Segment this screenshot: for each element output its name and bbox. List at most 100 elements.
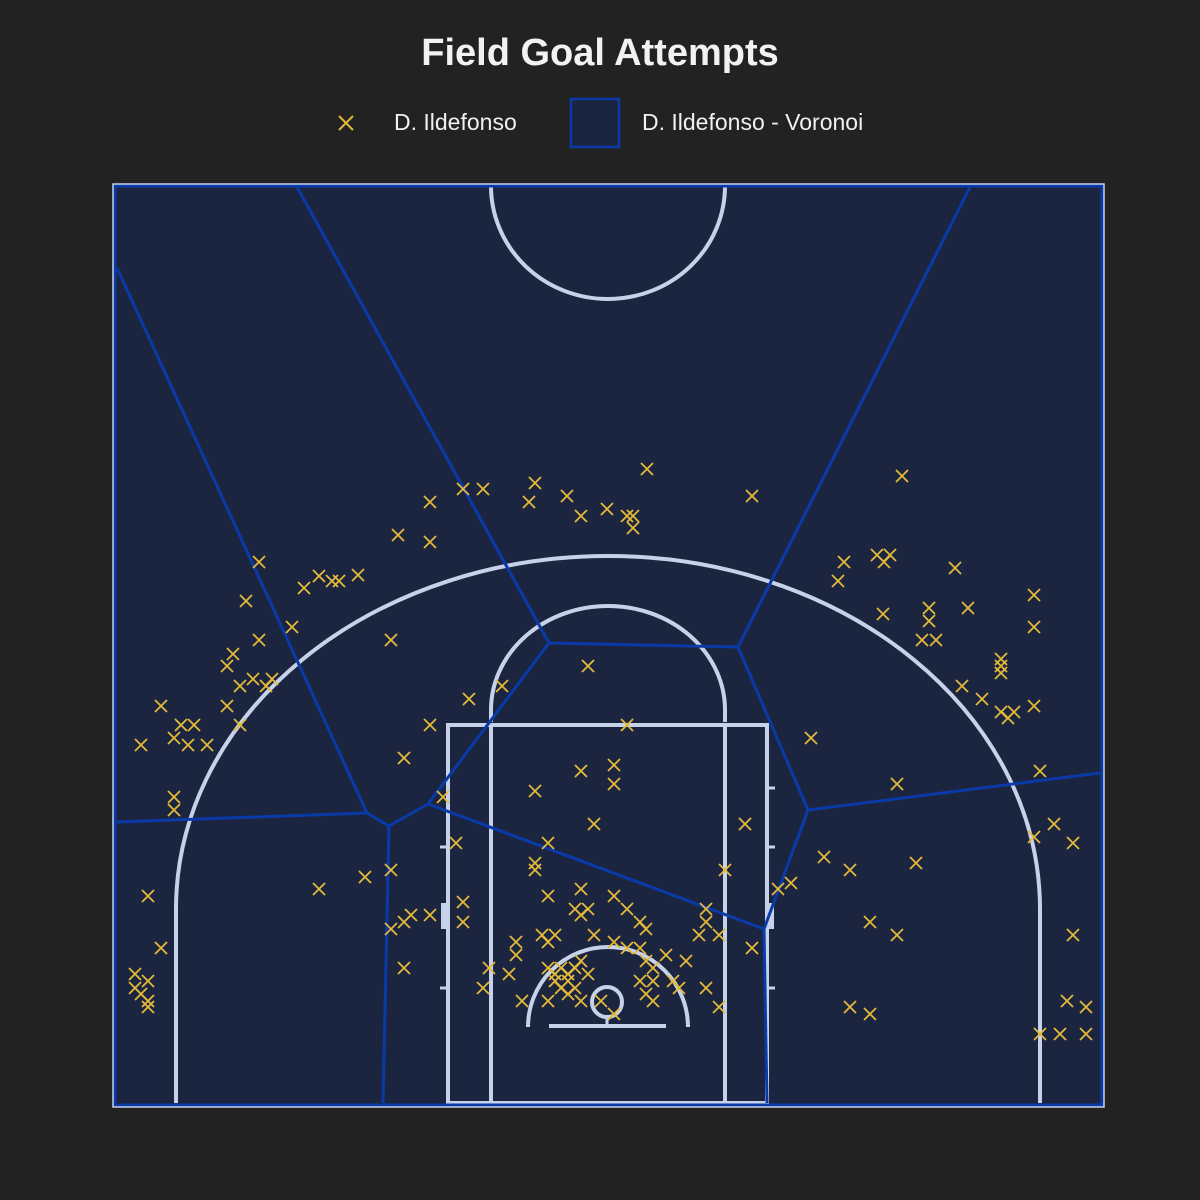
shot-marker — [528, 784, 542, 798]
shot-marker — [876, 607, 890, 621]
shot-marker — [423, 535, 437, 549]
shot-marker — [843, 863, 857, 877]
shot-marker — [620, 509, 634, 523]
shot-marker — [515, 994, 529, 1008]
shot-marker — [312, 882, 326, 896]
free-throw-arc — [489, 604, 727, 722]
shot-marker — [167, 803, 181, 817]
voronoi-edge — [366, 811, 390, 828]
shot-marker — [312, 569, 326, 583]
shot-marker — [929, 633, 943, 647]
shot-marker — [784, 876, 798, 890]
lane-block-right — [767, 903, 774, 929]
shot-marker — [1027, 588, 1041, 602]
shot-marker — [909, 856, 923, 870]
shot-marker — [384, 863, 398, 877]
shot-marker — [890, 777, 904, 791]
shot-marker — [659, 948, 673, 962]
shot-marker — [154, 699, 168, 713]
shot-marker — [246, 672, 260, 686]
shot-marker — [640, 462, 654, 476]
shot-marker — [843, 1000, 857, 1014]
shot-marker — [955, 679, 969, 693]
shot-marker — [233, 679, 247, 693]
shot-marker — [1033, 764, 1047, 778]
shot-marker — [397, 751, 411, 765]
shot-marker — [975, 692, 989, 706]
legend-shots-label: D. Ildefonso — [394, 109, 517, 135]
shot-marker — [607, 1007, 621, 1021]
shot-marker — [134, 738, 148, 752]
shot-marker — [672, 981, 686, 995]
shot-marker — [220, 659, 234, 673]
lane-hash-marks — [440, 786, 775, 990]
shot-marker — [646, 994, 660, 1008]
shot-marker — [1060, 994, 1074, 1008]
shot-marker — [574, 509, 588, 523]
voronoi-edge — [426, 642, 551, 805]
shot-marker — [699, 915, 713, 929]
shot-marker — [1079, 1027, 1093, 1041]
shot-marker — [541, 994, 555, 1008]
shot-marker — [594, 994, 608, 1008]
shot-marker — [528, 476, 542, 490]
shot-marker — [384, 633, 398, 647]
shot-marker — [548, 928, 562, 942]
shot-marker — [200, 738, 214, 752]
legend: D. Ildefonso D. Ildefonso - Voronoi — [0, 96, 1200, 150]
rim — [590, 985, 624, 1019]
shot-marker — [587, 928, 601, 942]
shot-marker — [476, 482, 490, 496]
voronoi-edge — [762, 928, 769, 1104]
shot-marker — [285, 620, 299, 634]
shot-marker — [915, 633, 929, 647]
shot-marker — [1047, 817, 1061, 831]
shot-marker — [587, 817, 601, 831]
shot-marker — [626, 509, 640, 523]
shot-marker — [646, 974, 660, 988]
shot-marker — [141, 1000, 155, 1014]
shot-marker — [581, 659, 595, 673]
shot-marker — [509, 948, 523, 962]
shot-marker — [528, 863, 542, 877]
shot-marker — [718, 863, 732, 877]
shot-marker — [1027, 830, 1041, 844]
court-border — [112, 183, 1105, 1108]
shot-marker — [456, 895, 470, 909]
voronoi-edge — [388, 802, 429, 828]
shot-marker — [1053, 1027, 1067, 1041]
shot-marker — [391, 528, 405, 542]
shot-marker — [561, 987, 575, 1001]
shot-marker — [1027, 620, 1041, 634]
shot-marker — [574, 994, 588, 1008]
voronoi-edge — [736, 646, 810, 811]
shot-marker — [297, 581, 311, 595]
shot-marker — [633, 974, 647, 988]
shot-marker — [509, 935, 523, 949]
shot-marker — [890, 928, 904, 942]
shot-marker — [239, 594, 253, 608]
chart-title: Field Goal Attempts — [421, 32, 779, 74]
shot-marker — [1033, 1027, 1047, 1041]
shot-marker — [462, 692, 476, 706]
shot-marker — [226, 647, 240, 661]
shot-marker — [692, 928, 706, 942]
legend-voronoi-swatch-icon — [569, 97, 621, 149]
shot-marker — [220, 699, 234, 713]
shot-marker — [174, 718, 188, 732]
shot-marker — [712, 928, 726, 942]
shot-marker — [607, 935, 621, 949]
shot-marker — [581, 967, 595, 981]
shot-marker — [252, 633, 266, 647]
lane-block-left — [441, 903, 448, 929]
shot-marker — [397, 915, 411, 929]
shot-marker — [449, 836, 463, 850]
shot-marker — [560, 489, 574, 503]
shot-marker — [502, 967, 516, 981]
three-point-line — [174, 554, 1042, 1103]
shot-marker — [397, 961, 411, 975]
shot-marker — [541, 889, 555, 903]
shot-marker — [476, 981, 490, 995]
shot-marker — [1027, 699, 1041, 713]
shot-marker — [607, 777, 621, 791]
